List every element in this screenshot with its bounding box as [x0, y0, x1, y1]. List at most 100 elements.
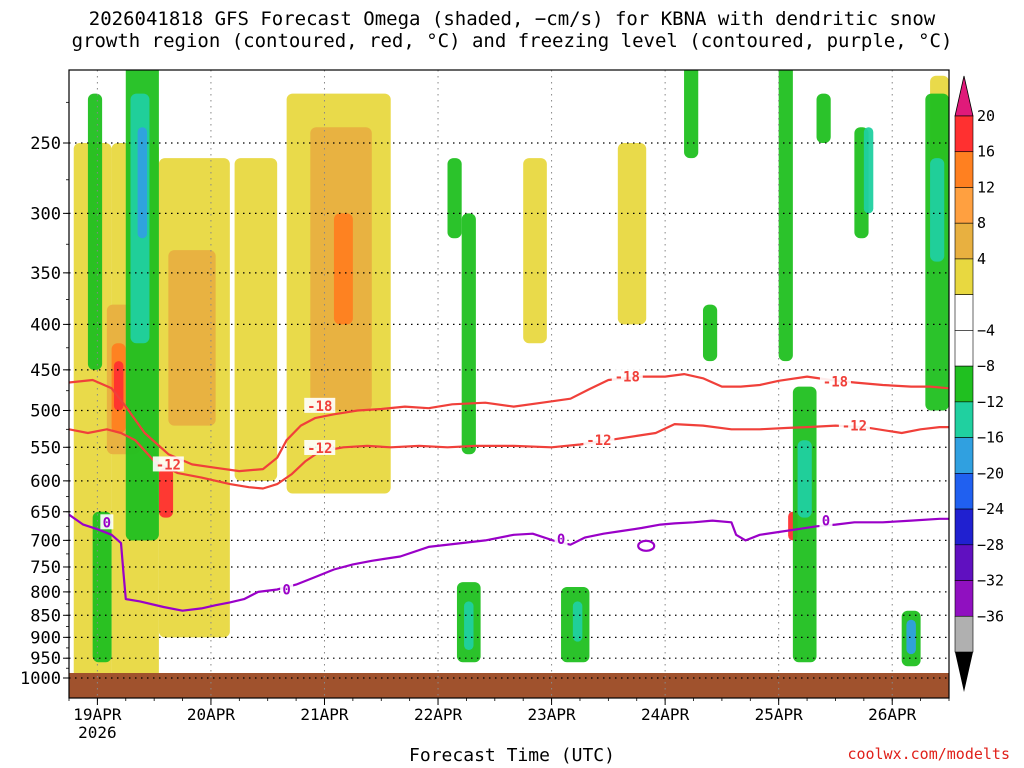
colorbar-label-13: −36	[977, 607, 1004, 625]
colorbar-segment-8	[954, 401, 974, 438]
y-tick-label-400: 400	[30, 315, 61, 335]
x-tick-label-21APR: 21APR	[300, 705, 349, 724]
y-tick-label-900: 900	[30, 628, 61, 648]
omega-shading	[73, 70, 949, 678]
x-tick-label-24APR: 24APR	[641, 705, 690, 724]
contour-label-bg	[304, 439, 336, 455]
contour-0	[69, 513, 949, 612]
colorbar-label-6: −8	[977, 357, 995, 375]
omega-region-12	[333, 213, 353, 325]
colorbar-label-11: −28	[977, 536, 1004, 554]
x-tick-label-26APR: 26APR	[868, 705, 917, 724]
x-tick-label-25APR: 25APR	[755, 705, 804, 724]
y-tick-label-1000: 1000	[20, 669, 61, 689]
omega-region-27	[684, 70, 699, 159]
omega-region-6	[617, 143, 647, 325]
colorbar-segment-11	[954, 508, 974, 546]
colorbar-top-arrow	[954, 75, 974, 117]
omega-region-14	[158, 467, 174, 518]
omega-region-22	[461, 213, 476, 455]
colorbar-segment-1	[954, 151, 974, 188]
y-tick-label-450: 450	[30, 361, 61, 381]
contour-label--12-2: -12	[586, 433, 611, 449]
omega-region-5	[523, 158, 547, 344]
contour-label--18-2: -18	[823, 375, 848, 391]
colorbar-segment-5	[954, 294, 974, 331]
colorbar-segment-7	[954, 365, 974, 403]
y-tick-label-500: 500	[30, 402, 61, 422]
contour-label--18-0: -18	[307, 399, 332, 415]
contour--18	[69, 373, 949, 473]
colorbar-segment-0	[954, 115, 974, 153]
grid-lines	[69, 70, 949, 698]
y-tick-label-550: 550	[30, 438, 61, 458]
x-axis: 19APR 20APR 21APR 22APR 23APR 24APR 25APR 26APR…	[68, 698, 950, 742]
colorbar-segment-6	[954, 330, 974, 367]
omega-region-38	[930, 158, 945, 262]
colorbar-label-10: −24	[977, 500, 1004, 518]
contour-label-0-0: 0	[103, 515, 111, 531]
omega-region-24	[464, 601, 474, 650]
omega-region-19	[137, 127, 148, 239]
credit-text: coolwx.com/modelts	[847, 745, 1010, 763]
omega-region-13	[113, 361, 124, 411]
y-axis: 2503003504004505005506006507007508008509…	[20, 101, 69, 689]
colorbar-label-0: 20	[977, 107, 995, 125]
omega-region-31	[797, 440, 812, 518]
omega-region-16	[87, 93, 103, 370]
contour-label-bg	[819, 512, 833, 528]
omega-region-34	[863, 127, 874, 214]
title-line-1: 2026041818 GFS Forecast Omega (shaded, −…	[88, 8, 936, 30]
contour-label--12-0: -12	[156, 457, 181, 473]
colorbar-segment-4	[954, 258, 974, 295]
x-tick-label-23APR: 23APR	[527, 705, 576, 724]
contour-label-bg	[819, 373, 851, 389]
contour-lines: -18 -18 -18 -12 -12 -12 -12 0 0 0 0	[69, 368, 949, 612]
contour--12	[69, 423, 949, 490]
omega-region-20	[92, 511, 112, 663]
contour-label-0-2: 0	[557, 532, 565, 548]
contour-label--18-1: -18	[615, 370, 640, 386]
x-tick-label-19APR: 19APR	[73, 705, 122, 724]
y-tick-label-750: 750	[30, 558, 61, 578]
colorbar-segment-14	[954, 615, 974, 653]
contour-label-bg	[152, 456, 184, 472]
colorbar-segment-13	[954, 580, 974, 617]
contour-label-bg	[100, 514, 114, 530]
contour-label--12-3: -12	[842, 419, 867, 435]
colorbar-label-7: −12	[977, 393, 1004, 411]
y-tick-label-600: 600	[30, 472, 61, 492]
colorbar-label-5: −4	[977, 321, 995, 339]
y-tick-label-850: 850	[30, 606, 61, 626]
y-tick-label-700: 700	[30, 531, 61, 551]
contour-label-bg	[280, 581, 294, 597]
freezing-level-closed-contour	[637, 539, 656, 552]
title-line-2: growth region (contoured, red, °C) and f…	[71, 30, 953, 52]
contour-label-bg	[554, 531, 568, 547]
colorbar-label-8: −16	[977, 429, 1004, 447]
y-tick-label-300: 300	[30, 204, 61, 224]
colorbar-segment-2	[954, 187, 974, 224]
colorbar-segment-10	[954, 473, 974, 510]
colorbar-label-9: −20	[977, 464, 1004, 482]
y-tick-label-350: 350	[30, 264, 61, 284]
x-year-label: 2026	[78, 723, 117, 742]
ground-surface	[69, 673, 949, 698]
colorbar-segment-12	[954, 544, 974, 581]
colorbar-label-4: 4	[977, 250, 986, 268]
contour-label-bg	[304, 397, 336, 413]
plot-frame	[68, 69, 950, 699]
colorbar-bottom-arrow	[955, 652, 973, 692]
y-tick-label-950: 950	[30, 649, 61, 669]
colorbar-segment-9	[954, 437, 974, 474]
y-tick-label-800: 800	[30, 583, 61, 603]
y-tick-label-650: 650	[30, 503, 61, 523]
omega-region-28	[702, 304, 718, 362]
contour-label-0-3: 0	[822, 514, 830, 530]
omega-region-29	[778, 70, 793, 362]
colorbar: 20 16 12 8 4 −4 −8 −12 −16 −20 −24 −28 −32 −36	[954, 75, 1004, 692]
omega-region-36	[906, 619, 916, 655]
omega-region-21	[447, 158, 462, 239]
colorbar-segment-3	[954, 222, 974, 260]
contour-label-0-1: 0	[282, 582, 290, 598]
